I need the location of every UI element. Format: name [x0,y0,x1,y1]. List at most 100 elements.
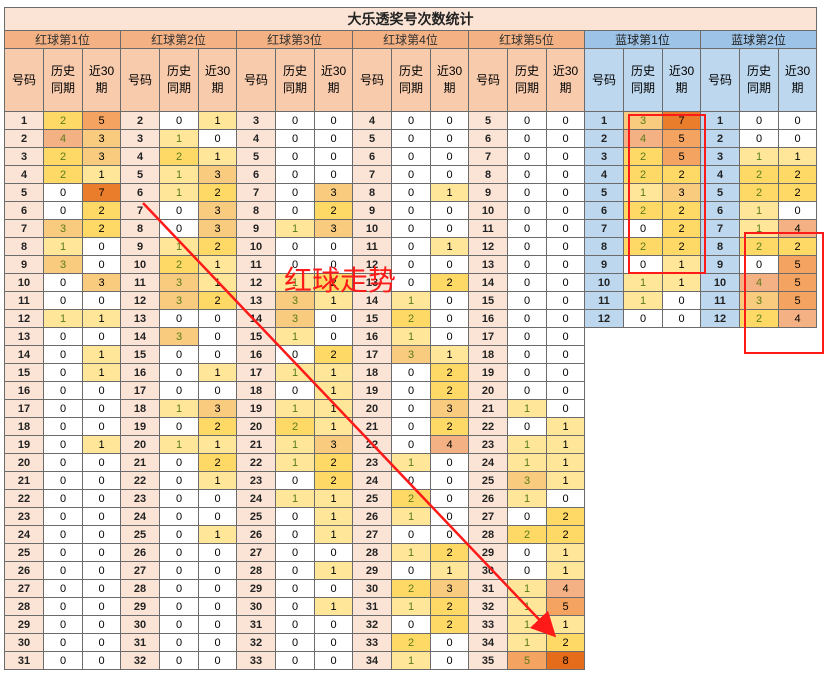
history-count: 0 [275,147,315,166]
history-count: 0 [275,381,315,400]
ball-number: 29 [236,579,276,598]
recent30-count: 3 [430,579,469,598]
history-count: 1 [275,489,315,508]
history-count: 0 [275,345,315,364]
history-count: 2 [275,417,315,436]
recent30-count: 0 [430,525,469,544]
empty-cell [778,543,817,562]
empty-cell [739,345,779,364]
ball-number: 19 [120,417,160,436]
history-count: 0 [43,399,83,418]
ball-number: 19 [4,435,44,454]
ball-number: 15 [352,309,392,328]
ball-number: 16 [236,345,276,364]
ball-number: 3 [584,147,624,166]
history-count: 2 [391,489,431,508]
column-header: 近30 期 [82,48,121,112]
group-header-5: 红球第5位 [468,30,585,49]
history-count: 1 [159,165,199,184]
ball-number: 13 [236,291,276,310]
ball-number: 33 [236,651,276,670]
empty-cell [700,615,740,634]
ball-number: 5 [468,111,508,130]
empty-cell [584,507,624,526]
recent30-count: 0 [314,615,353,634]
ball-number: 23 [468,435,508,454]
empty-cell [623,399,663,418]
history-count: 0 [159,507,199,526]
recent30-count: 0 [546,363,585,382]
recent30-count: 0 [430,453,469,472]
recent30-count: 0 [198,579,237,598]
history-count: 1 [43,309,83,328]
ball-number: 27 [4,579,44,598]
recent30-count: 0 [777,129,818,148]
ball-number: 31 [4,651,44,670]
ball-number: 29 [468,543,508,562]
history-count: 0 [43,579,83,598]
empty-cell [584,453,624,472]
ball-number: 24 [120,507,160,526]
history-count: 0 [159,417,199,436]
history-count: 4 [739,273,779,292]
empty-cell [778,417,817,436]
history-count: 0 [275,507,315,526]
recent30-count: 0 [314,633,353,652]
history-count: 0 [43,453,83,472]
ball-number: 2 [584,129,624,148]
recent30-count: 2 [430,381,469,400]
column-header: 号码 [4,48,44,112]
history-count: 0 [43,633,83,652]
recent30-count: 0 [314,111,353,130]
history-count: 0 [43,543,83,562]
ball-number: 17 [236,363,276,382]
trend-annotation: 红球走势 [284,265,397,296]
empty-cell [739,525,779,544]
recent30-count: 0 [82,543,121,562]
ball-number: 31 [120,633,160,652]
ball-number: 30 [120,615,160,634]
empty-cell [584,651,624,670]
empty-cell [584,471,624,490]
group-header-row: 红球第1位 红球第2位 红球第3位 红球第4位 红球第5位 蓝球第1位 蓝球第2位 [4,30,818,49]
recent30-count: 1 [314,399,353,418]
history-count: 0 [507,417,547,436]
history-count: 0 [391,471,431,490]
empty-cell [739,435,779,454]
empty-cell [739,399,779,418]
ball-number: 11 [352,237,392,256]
empty-cell [623,381,663,400]
ball-number: 6 [120,183,160,202]
recent30-count: 3 [198,201,237,220]
recent30-count: 0 [314,309,353,328]
empty-cell [662,615,701,634]
table-row: 23 0 0 24 0 0 25 0 1 26 1 0 27 0 2 [4,507,817,526]
empty-cell [700,543,740,562]
ball-number: 30 [352,579,392,598]
ball-number: 7 [584,219,624,238]
history-count: 0 [275,651,315,670]
recent30-count: 0 [82,633,121,652]
empty-cell [700,633,740,652]
history-count: 3 [43,219,83,238]
recent30-count: 3 [198,399,237,418]
recent30-count: 0 [82,291,121,310]
recent30-count: 3 [82,147,121,166]
ball-number: 15 [468,291,508,310]
empty-cell [778,651,817,670]
recent30-count: 0 [430,111,469,130]
history-count: 0 [623,309,663,328]
empty-cell [739,453,779,472]
recent30-count: 0 [777,201,818,220]
ball-number: 28 [120,579,160,598]
column-header: 历史 同期 [391,48,431,112]
ball-number: 24 [236,489,276,508]
empty-cell [778,381,817,400]
history-count: 1 [391,543,431,562]
table-row: 30 0 0 31 0 0 32 0 0 33 2 0 34 1 2 [4,633,817,652]
empty-cell [662,633,701,652]
recent30-count: 0 [314,165,353,184]
recent30-count: 3 [198,165,237,184]
ball-number: 24 [4,525,44,544]
history-count: 1 [507,633,547,652]
